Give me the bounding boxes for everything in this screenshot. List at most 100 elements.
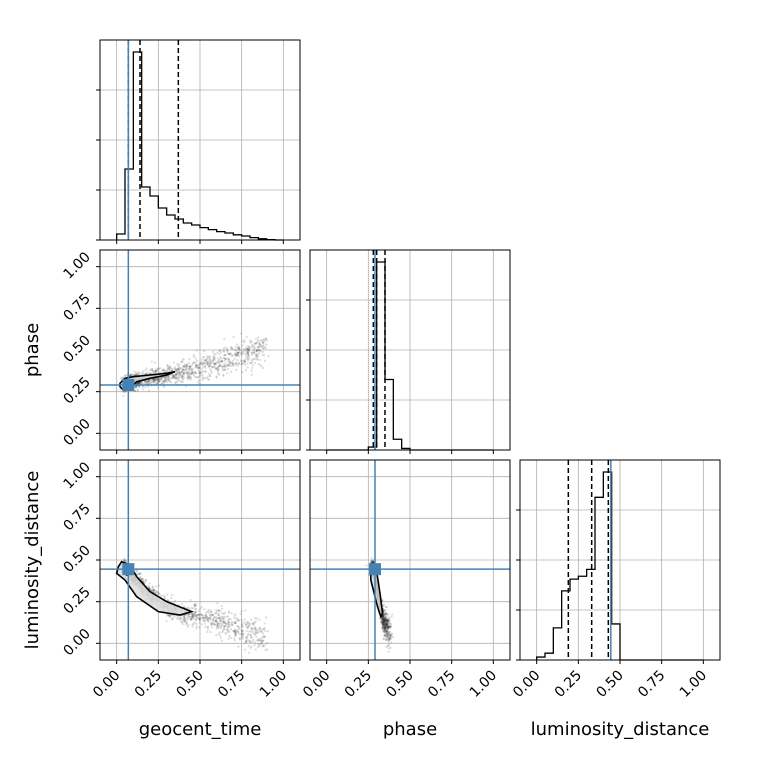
scatter-point <box>237 351 240 354</box>
scatter-point <box>175 377 179 380</box>
scatter-point <box>253 644 256 647</box>
scatter-point <box>199 613 203 616</box>
scatter-point <box>175 380 179 383</box>
scatter-point <box>235 361 238 364</box>
scatter-point <box>201 363 204 366</box>
scatter-point <box>208 355 212 358</box>
scatter-point <box>260 628 263 631</box>
scatter-point <box>154 369 157 372</box>
scatter-point <box>254 341 257 345</box>
scatter-point <box>259 343 262 346</box>
scatter-point <box>247 359 250 362</box>
scatter-point <box>152 589 156 592</box>
scatter-point <box>177 368 180 371</box>
scatter-point <box>238 346 241 350</box>
scatter-point <box>237 345 240 348</box>
scatter-point <box>240 635 244 639</box>
scatter-point <box>365 564 368 567</box>
scatter-point <box>186 376 189 379</box>
scatter-point <box>264 629 267 633</box>
scatter-point <box>166 369 169 372</box>
scatter-point <box>240 353 243 356</box>
scatter-point <box>241 630 244 633</box>
scatter-point <box>239 359 242 362</box>
scatter-point <box>243 339 246 342</box>
scatter-point <box>250 630 253 633</box>
scatter-point <box>226 619 230 622</box>
scatter-point <box>254 616 257 620</box>
scatter-point <box>163 377 167 380</box>
scatter-point <box>201 362 204 365</box>
scatter-point <box>229 361 232 364</box>
scatter-point <box>156 381 160 384</box>
scatter-point <box>185 365 188 368</box>
scatter-point <box>246 348 249 351</box>
scatter-point <box>161 369 164 372</box>
scatter-point <box>195 627 198 630</box>
scatter-point <box>231 362 234 365</box>
scatter-point <box>186 625 190 628</box>
x-tick-label-phase-2: 0.50 <box>383 668 416 701</box>
scatter-point <box>219 615 222 618</box>
scatter-point <box>184 368 188 371</box>
scatter-point <box>180 361 183 364</box>
scatter-point <box>150 360 153 363</box>
scatter-point <box>172 374 175 377</box>
scatter-point <box>233 630 236 633</box>
scatter-point <box>266 630 269 633</box>
scatter-point <box>235 353 238 356</box>
scatter-point <box>163 368 166 372</box>
scatter-point <box>136 373 139 376</box>
scatter-point <box>198 379 201 382</box>
scatter-point <box>200 371 204 374</box>
scatter-point <box>245 354 248 358</box>
scatter-point <box>152 370 155 373</box>
scatter-point <box>162 368 165 371</box>
scatter-point <box>198 617 201 621</box>
scatter-point <box>226 351 229 354</box>
x-tick-label-geocent_time-0: 0.00 <box>90 668 123 701</box>
scatter-point <box>235 368 238 371</box>
scatter-point <box>184 370 188 373</box>
scatter-point <box>182 357 185 361</box>
scatter-point <box>251 344 254 347</box>
scatter-point <box>208 375 211 378</box>
scatter-point <box>238 346 241 349</box>
scatter-point <box>226 348 229 351</box>
scatter-point <box>262 338 265 342</box>
scatter-point <box>197 376 200 379</box>
scatter-point <box>253 361 257 364</box>
scatter-point <box>192 361 195 364</box>
scatter-point <box>259 363 262 366</box>
scatter-point <box>226 360 229 363</box>
scatter-point <box>224 357 228 360</box>
scatter-point <box>209 363 212 366</box>
scatter-point <box>138 381 141 384</box>
scatter-point <box>149 372 152 375</box>
x-tick-label-luminosity_distance-4: 1.00 <box>677 668 710 701</box>
scatter-point <box>197 369 200 372</box>
scatter-point <box>200 358 203 361</box>
scatter-point <box>237 347 241 350</box>
scatter-point <box>145 372 148 375</box>
scatter-point <box>238 638 241 641</box>
scatter-point <box>255 357 259 361</box>
scatter-point <box>139 381 142 384</box>
scatter-point <box>174 372 177 375</box>
scatter-point <box>155 590 158 594</box>
scatter-point <box>189 372 192 375</box>
scatter-point <box>222 356 226 359</box>
scatter-point <box>178 376 181 379</box>
scatter-point <box>264 616 268 619</box>
scatter-point <box>189 375 192 378</box>
scatter-point <box>229 352 232 355</box>
scatter-point <box>223 337 226 341</box>
scatter-point <box>157 380 160 383</box>
scatter-point <box>246 356 249 359</box>
scatter-point <box>221 369 225 372</box>
scatter-point <box>245 335 248 338</box>
scatter-point <box>198 362 201 365</box>
scatter-point <box>164 376 167 379</box>
scatter-point <box>154 371 157 374</box>
scatter-point <box>219 636 222 639</box>
